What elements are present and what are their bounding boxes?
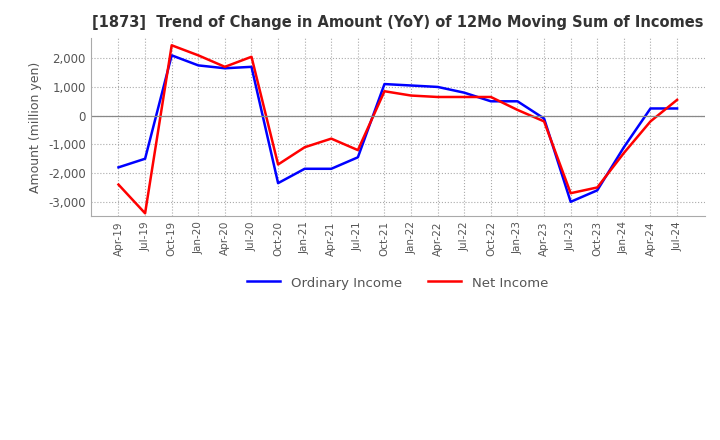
Legend: Ordinary Income, Net Income: Ordinary Income, Net Income	[242, 270, 554, 295]
Net Income	[220, 64, 229, 70]
Y-axis label: Amount (million yen): Amount (million yen)	[30, 62, 42, 193]
Net Income	[114, 182, 123, 187]
Net Income	[433, 94, 442, 99]
Ordinary Income	[672, 106, 681, 111]
Ordinary Income	[433, 84, 442, 90]
Ordinary Income	[114, 165, 123, 170]
Net Income	[672, 97, 681, 103]
Net Income	[540, 119, 549, 124]
Ordinary Income	[247, 64, 256, 70]
Net Income	[167, 43, 176, 48]
Ordinary Income	[460, 90, 469, 95]
Ordinary Income	[141, 156, 150, 161]
Net Income	[646, 119, 654, 124]
Ordinary Income	[327, 166, 336, 172]
Title: [1873]  Trend of Change in Amount (YoY) of 12Mo Moving Sum of Incomes: [1873] Trend of Change in Amount (YoY) o…	[92, 15, 703, 30]
Net Income	[567, 191, 575, 196]
Ordinary Income	[540, 116, 549, 121]
Line: Ordinary Income: Ordinary Income	[119, 55, 677, 202]
Net Income	[141, 211, 150, 216]
Ordinary Income	[407, 83, 415, 88]
Ordinary Income	[354, 154, 362, 160]
Ordinary Income	[194, 63, 202, 68]
Ordinary Income	[380, 81, 389, 87]
Ordinary Income	[593, 188, 602, 193]
Net Income	[487, 94, 495, 99]
Net Income	[300, 145, 309, 150]
Net Income	[460, 94, 469, 99]
Net Income	[380, 88, 389, 94]
Net Income	[354, 147, 362, 153]
Net Income	[593, 185, 602, 190]
Ordinary Income	[567, 199, 575, 205]
Net Income	[407, 93, 415, 98]
Ordinary Income	[619, 145, 628, 150]
Ordinary Income	[646, 106, 654, 111]
Ordinary Income	[513, 99, 522, 104]
Net Income	[274, 162, 282, 167]
Ordinary Income	[167, 53, 176, 58]
Net Income	[327, 136, 336, 141]
Net Income	[194, 53, 202, 58]
Net Income	[513, 107, 522, 113]
Ordinary Income	[487, 99, 495, 104]
Ordinary Income	[220, 66, 229, 71]
Line: Net Income: Net Income	[119, 45, 677, 213]
Ordinary Income	[274, 180, 282, 186]
Net Income	[619, 150, 628, 156]
Ordinary Income	[300, 166, 309, 172]
Net Income	[247, 54, 256, 59]
